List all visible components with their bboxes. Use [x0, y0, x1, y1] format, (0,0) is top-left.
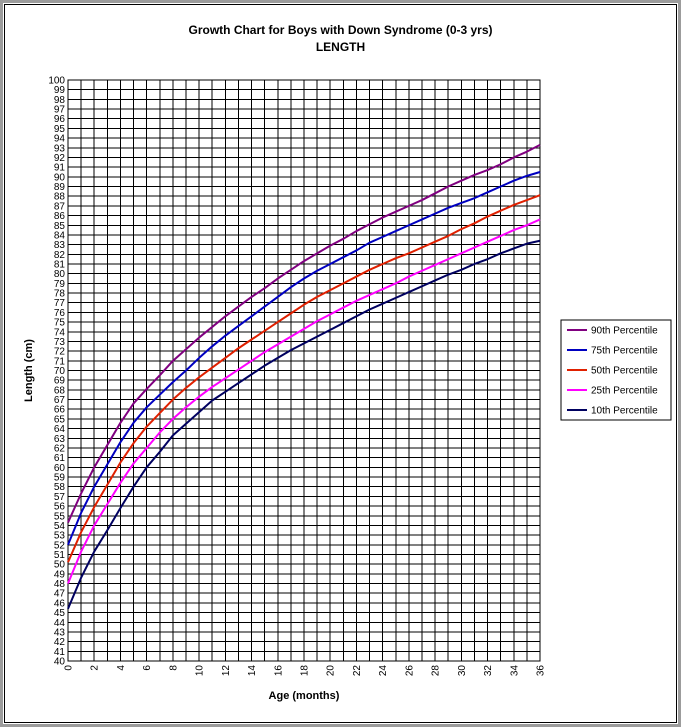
x-tick-label: 18 — [300, 665, 311, 677]
y-tick-label: 81 — [54, 259, 66, 270]
y-tick-label: 98 — [54, 95, 66, 106]
y-tick-label: 87 — [54, 201, 66, 212]
y-tick-label: 55 — [54, 511, 66, 522]
y-tick-label: 65 — [54, 414, 66, 425]
y-tick-label: 53 — [54, 531, 66, 542]
series-line — [67, 239, 541, 610]
y-tick-label: 77 — [54, 298, 66, 309]
y-tick-label: 45 — [54, 608, 66, 619]
y-tick-label: 70 — [54, 366, 66, 377]
x-tick-label: 14 — [247, 665, 258, 677]
series-line — [67, 171, 541, 546]
y-tick-label: 52 — [54, 540, 66, 551]
series-line — [67, 194, 541, 563]
series-line — [67, 143, 541, 523]
y-tick-label: 74 — [54, 327, 66, 338]
legend-label: 50th Percentile — [591, 366, 658, 377]
y-tick-label: 66 — [54, 405, 66, 416]
y-tick-label: 69 — [54, 376, 66, 387]
y-tick-label: 48 — [54, 579, 66, 590]
y-tick-label: 92 — [54, 153, 66, 164]
x-tick-label: 32 — [483, 665, 494, 677]
legend-label: 10th Percentile — [591, 406, 658, 417]
y-tick-label: 51 — [54, 550, 66, 561]
chart-title: Growth Chart for Boys with Down Syndrome… — [188, 23, 493, 37]
plot-border — [67, 79, 541, 662]
y-tick-label: 61 — [54, 453, 66, 464]
y-tick-label: 40 — [54, 657, 66, 668]
y-tick-label: 90 — [54, 172, 66, 183]
y-tick-label: 73 — [54, 337, 66, 348]
y-tick-label: 41 — [54, 647, 66, 658]
y-tick-label: 82 — [54, 250, 66, 261]
x-tick-label: 28 — [431, 665, 442, 677]
x-tick-label: 8 — [168, 665, 179, 671]
y-tick-label: 64 — [54, 424, 66, 435]
y-tick-label: 54 — [54, 521, 66, 532]
y-tick-label: 59 — [54, 473, 66, 484]
y-tick-label: 75 — [54, 318, 66, 329]
y-tick-label: 62 — [54, 443, 66, 454]
y-tick-label: 57 — [54, 492, 66, 503]
y-tick-label: 56 — [54, 502, 66, 513]
y-tick-label: 49 — [54, 569, 66, 580]
y-tick-label: 95 — [54, 124, 66, 135]
y-tick-label: 72 — [54, 347, 66, 358]
x-tick-label: 4 — [116, 665, 127, 671]
x-tick-label: 34 — [509, 665, 520, 677]
y-tick-label: 79 — [54, 279, 66, 290]
x-tick-label: 24 — [378, 665, 389, 677]
y-tick-label: 43 — [54, 627, 66, 638]
y-tick-label: 60 — [54, 463, 66, 474]
y-tick-label: 78 — [54, 289, 66, 300]
x-tick-label: 10 — [195, 665, 206, 677]
y-tick-label: 83 — [54, 240, 66, 251]
y-tick-label: 89 — [54, 182, 66, 193]
y-tick-label: 71 — [54, 356, 66, 367]
x-tick-label: 30 — [457, 665, 468, 677]
x-tick-label: 12 — [221, 665, 232, 677]
x-tick-label: 16 — [273, 665, 284, 677]
y-tick-label: 67 — [54, 395, 66, 406]
y-tick-label: 86 — [54, 211, 66, 222]
x-tick-label: 22 — [352, 665, 363, 677]
y-tick-label: 76 — [54, 308, 66, 319]
y-tick-label: 94 — [54, 134, 66, 145]
y-tick-label: 46 — [54, 598, 66, 609]
chart-subtitle: LENGTH — [315, 40, 366, 54]
y-tick-label: 63 — [54, 434, 66, 445]
y-tick-label: 88 — [54, 192, 66, 203]
y-tick-label: 99 — [54, 85, 66, 96]
series-line — [67, 218, 541, 584]
chart-title-block: Growth Chart for Boys with Down Syndrome… — [0, 22, 681, 56]
y-tick-label: 50 — [54, 560, 66, 571]
legend-label: 25th Percentile — [591, 386, 658, 397]
y-axis-title: Length (cm) — [23, 339, 35, 402]
legend-label: 75th Percentile — [591, 346, 658, 357]
x-tick-label: 36 — [536, 665, 547, 677]
y-tick-label: 44 — [54, 618, 66, 629]
x-tick-label: 26 — [404, 665, 415, 677]
x-tick-label: 0 — [64, 665, 75, 671]
y-tick-label: 100 — [48, 76, 65, 87]
y-tick-label: 47 — [54, 589, 66, 600]
y-tick-label: 68 — [54, 385, 66, 396]
x-tick-label: 20 — [326, 665, 337, 677]
y-tick-label: 80 — [54, 269, 66, 280]
y-tick-label: 97 — [54, 105, 66, 116]
x-tick-label: 2 — [90, 665, 101, 671]
y-tick-label: 91 — [54, 163, 66, 174]
y-tick-label: 96 — [54, 114, 66, 125]
y-tick-label: 58 — [54, 482, 66, 493]
y-tick-label: 93 — [54, 143, 66, 154]
legend-label: 90th Percentile — [591, 326, 658, 337]
y-tick-label: 84 — [54, 230, 66, 241]
x-axis-title: Age (months) — [269, 690, 340, 702]
y-tick-label: 42 — [54, 637, 66, 648]
y-tick-label: 85 — [54, 221, 66, 232]
x-tick-label: 6 — [142, 665, 153, 671]
